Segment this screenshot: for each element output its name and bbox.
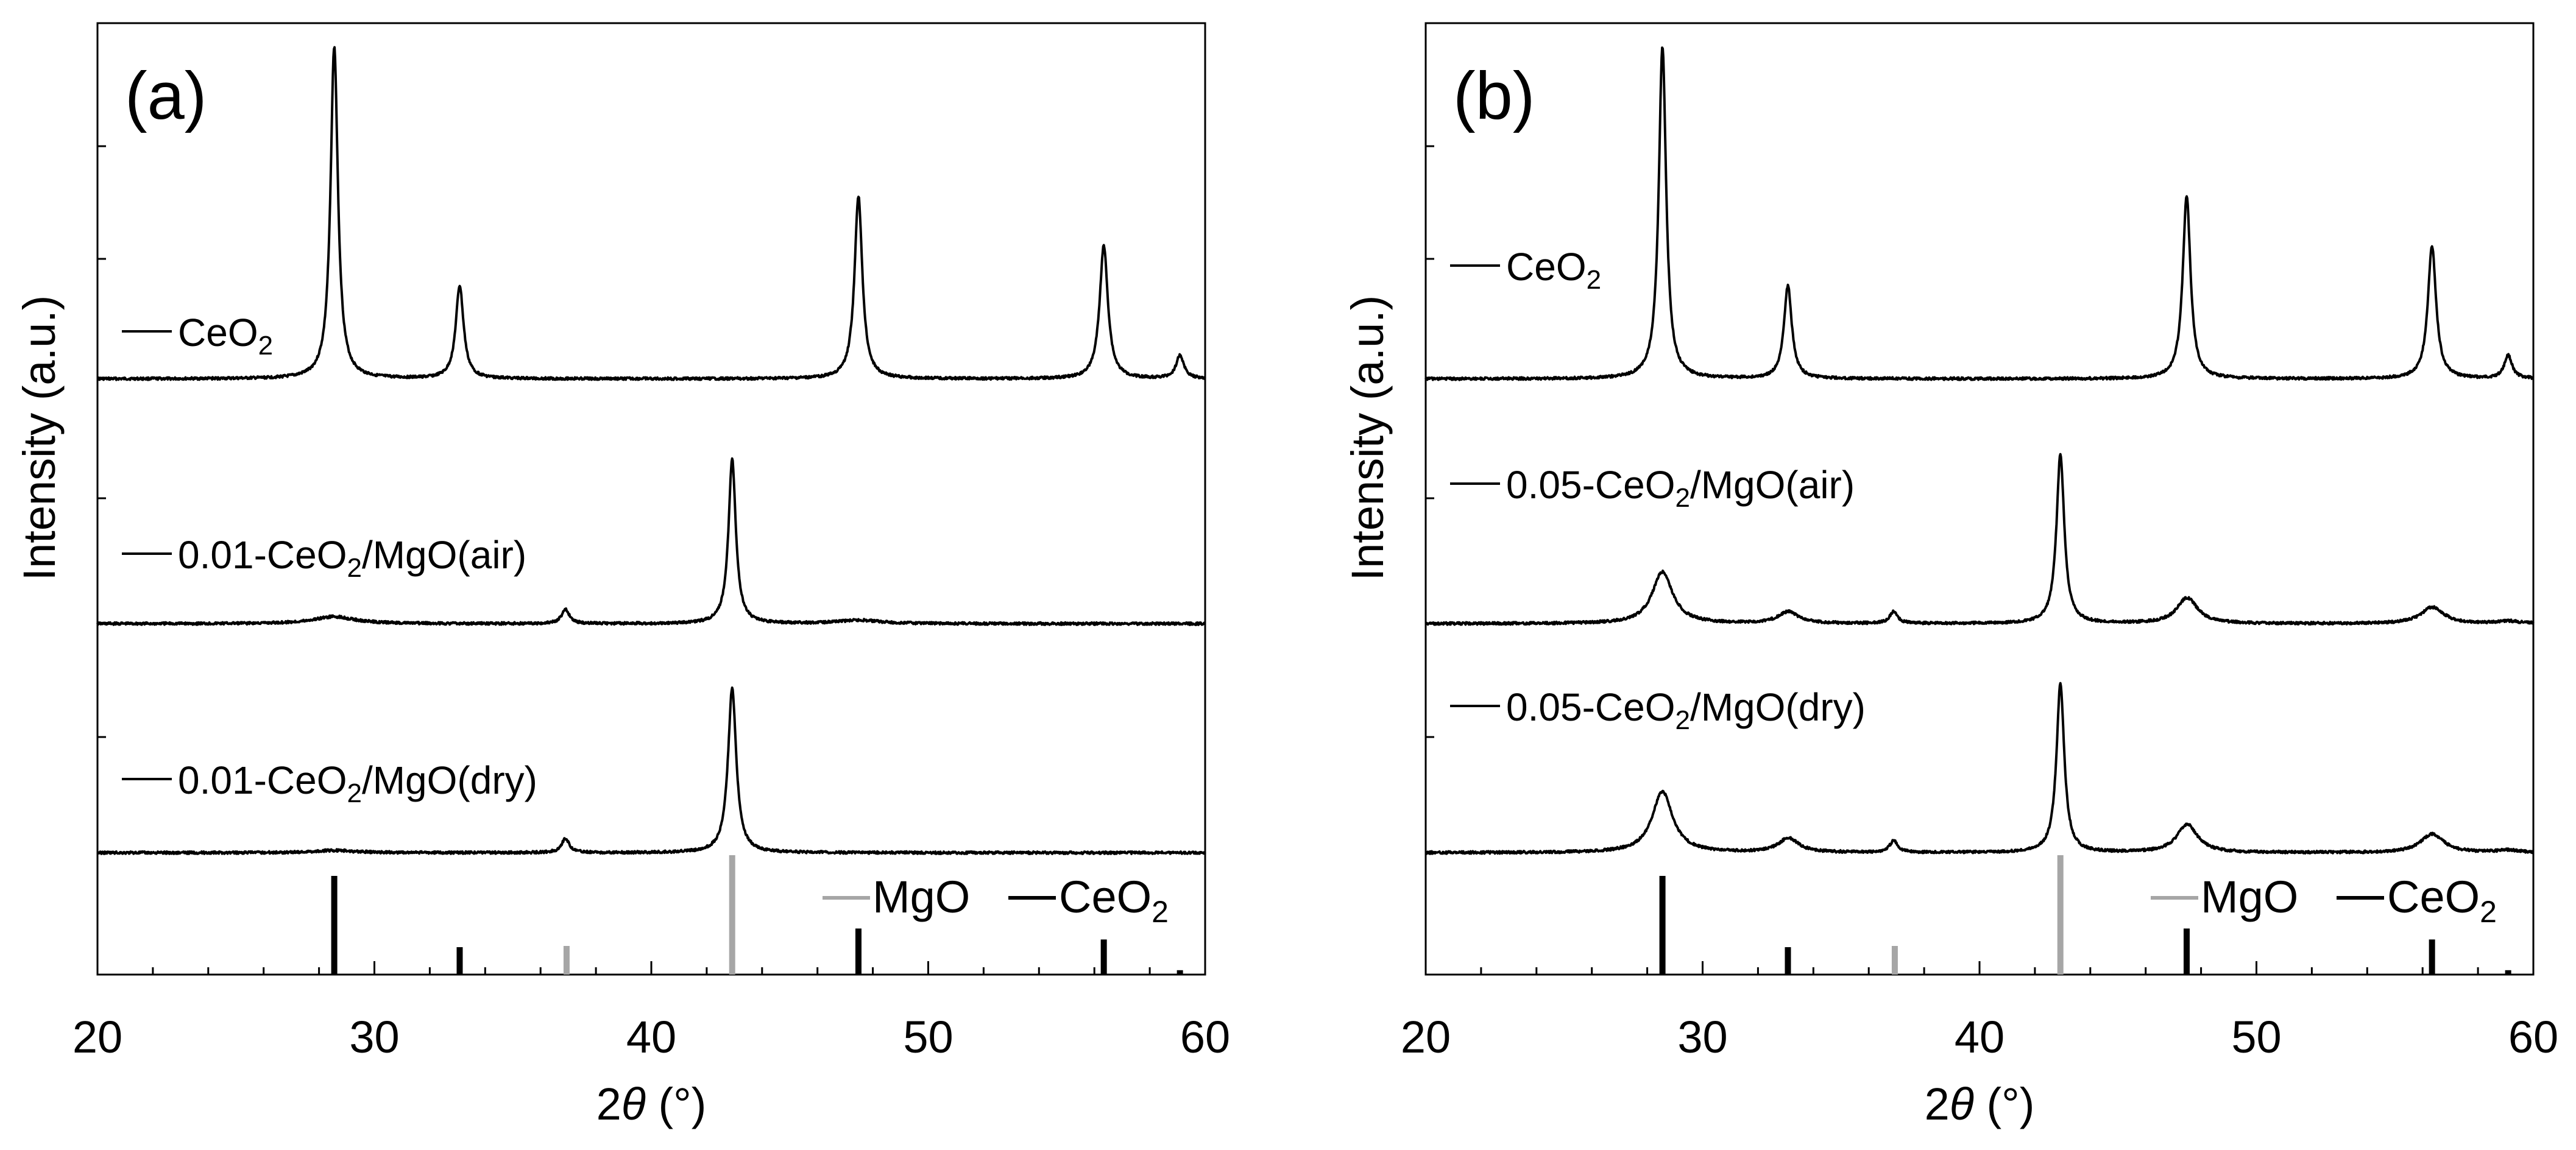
x-tick-label: 40: [626, 1012, 676, 1062]
panel-label: (b): [1453, 58, 1535, 133]
series-label-subscript: 2: [1587, 265, 1601, 295]
y-axis-label: Intensity (a.u.): [1342, 295, 1393, 581]
x-tick-label: 60: [1180, 1012, 1230, 1062]
legend-ceo2-main: CeO: [1059, 872, 1152, 922]
x-axis-label-theta: θ: [1950, 1079, 1974, 1129]
series-label-suffix: /MgO(dry): [362, 758, 537, 802]
xrd-pattern-3: [1424, 682, 2535, 855]
x-tick-label: 60: [2508, 1012, 2558, 1062]
xrd-pattern-1: [1424, 46, 2535, 381]
x-tick-label: 20: [1401, 1012, 1451, 1062]
series-label-suffix: /MgO(air): [1690, 463, 1855, 507]
x-tick-label: 50: [2231, 1012, 2281, 1062]
legend-mgo-label: MgO: [2201, 872, 2298, 922]
x-tick-label: 20: [73, 1012, 122, 1062]
series-label-subscript: 2: [1675, 705, 1690, 735]
xrd-pattern-2: [96, 457, 1206, 626]
series-label-main: CeO: [1506, 245, 1587, 289]
x-tick-label: 30: [1677, 1012, 1727, 1062]
series-label: 0.01-CeO2/MgO(dry): [178, 758, 537, 808]
xrd-pattern-3: [96, 686, 1206, 855]
x-axis-label-unit: (°): [646, 1079, 706, 1129]
x-axis-label-theta: θ: [621, 1079, 646, 1129]
legend-ceo2-main: CeO: [2387, 872, 2480, 922]
series-label: CeO2: [1506, 245, 1601, 295]
series-label: 0.01-CeO2/MgO(air): [178, 533, 526, 583]
legend-ceo2-label: CeO2: [1059, 872, 1169, 929]
x-axis-label-prefix: 2: [1925, 1079, 1950, 1129]
x-axis-label-unit: (°): [1974, 1079, 2034, 1129]
series-label: CeO2: [178, 311, 273, 361]
x-tick-label: 30: [349, 1012, 399, 1062]
x-tick-label: 40: [1955, 1012, 2005, 1062]
y-axis-label: Intensity (a.u.): [14, 295, 65, 581]
legend-ceo2-subscript: 2: [2480, 895, 2497, 929]
series-label-main: 0.05-CeO: [1506, 685, 1675, 729]
series-label: 0.05-CeO2/MgO(dry): [1506, 685, 1866, 735]
panel-label: (a): [125, 58, 207, 133]
series-label-suffix: /MgO(dry): [1690, 685, 1866, 729]
series-label-main: CeO: [178, 311, 258, 355]
x-axis-label: 2θ (°): [1925, 1079, 2035, 1129]
series-label-main: 0.05-CeO: [1506, 463, 1675, 507]
legend-ceo2-label: CeO2: [2387, 872, 2497, 929]
series-label-subscript: 2: [1675, 483, 1690, 513]
series-label-subscript: 2: [347, 553, 361, 583]
series-label: 0.05-CeO2/MgO(air): [1506, 463, 1855, 513]
plot-frame: [96, 22, 1206, 976]
xrd-pattern-1: [96, 46, 1206, 381]
x-axis-label: 2θ (°): [596, 1079, 707, 1129]
x-axis-label-prefix: 2: [596, 1079, 621, 1129]
series-label-subscript: 2: [347, 778, 361, 808]
series-label-main: 0.01-CeO: [178, 533, 347, 577]
x-tick-label: 50: [903, 1012, 953, 1062]
series-label-suffix: /MgO(air): [362, 533, 526, 577]
legend-mgo-label: MgO: [872, 872, 970, 922]
series-label-subscript: 2: [258, 331, 273, 361]
xrd-pattern-2: [1424, 453, 2535, 626]
legend-ceo2-subscript: 2: [1152, 895, 1169, 929]
series-label-main: 0.01-CeO: [178, 758, 347, 802]
